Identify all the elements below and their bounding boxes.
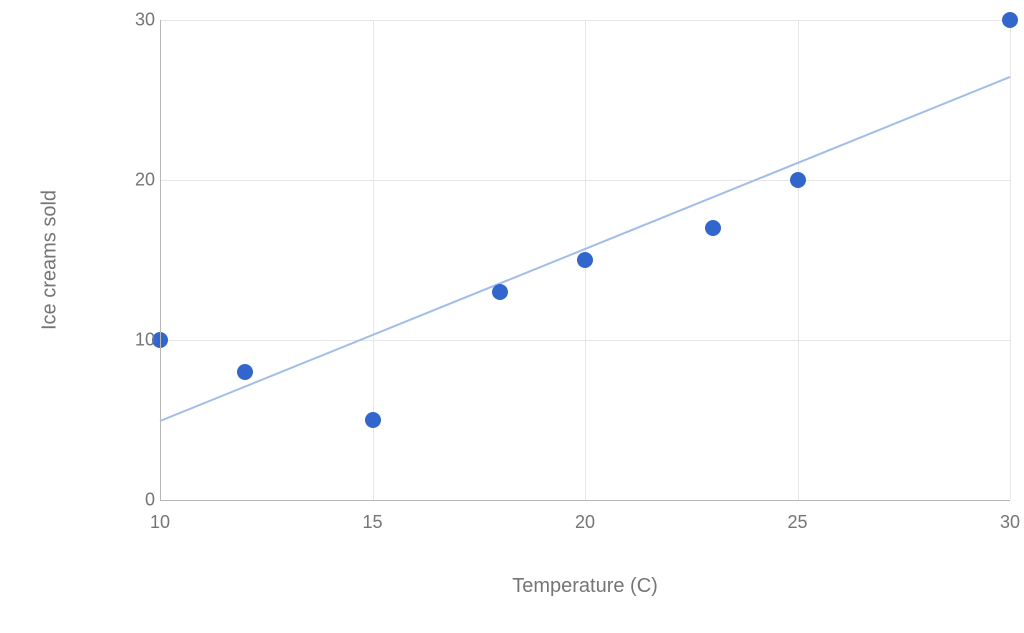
gridline-vertical bbox=[798, 20, 799, 500]
x-tick-label: 10 bbox=[150, 512, 170, 533]
data-point bbox=[365, 412, 381, 428]
data-point bbox=[492, 284, 508, 300]
y-axis-title: Ice creams sold bbox=[39, 190, 62, 330]
gridline-horizontal bbox=[160, 20, 1010, 21]
y-tick-label: 20 bbox=[105, 170, 155, 191]
x-tick-label: 25 bbox=[787, 512, 807, 533]
gridline-vertical bbox=[373, 20, 374, 500]
gridline-horizontal bbox=[160, 180, 1010, 181]
x-tick-label: 30 bbox=[1000, 512, 1020, 533]
data-point bbox=[790, 172, 806, 188]
x-tick-label: 15 bbox=[362, 512, 382, 533]
x-axis-title: Temperature (C) bbox=[512, 575, 658, 598]
data-point bbox=[705, 220, 721, 236]
y-axis-line bbox=[160, 20, 161, 500]
scatter-chart: Ice creams sold Temperature (C) 10 15 20 25… bbox=[0, 0, 1024, 633]
y-tick-label: 10 bbox=[105, 330, 155, 351]
y-tick-label: 0 bbox=[105, 490, 155, 511]
data-point bbox=[237, 364, 253, 380]
y-tick-label: 30 bbox=[105, 10, 155, 31]
data-point bbox=[577, 252, 593, 268]
x-axis-line bbox=[160, 500, 1010, 501]
data-point bbox=[1002, 12, 1018, 28]
gridline-vertical bbox=[1010, 20, 1011, 500]
plot-area bbox=[160, 20, 1010, 500]
x-tick-label: 20 bbox=[575, 512, 595, 533]
gridline-horizontal bbox=[160, 340, 1010, 341]
